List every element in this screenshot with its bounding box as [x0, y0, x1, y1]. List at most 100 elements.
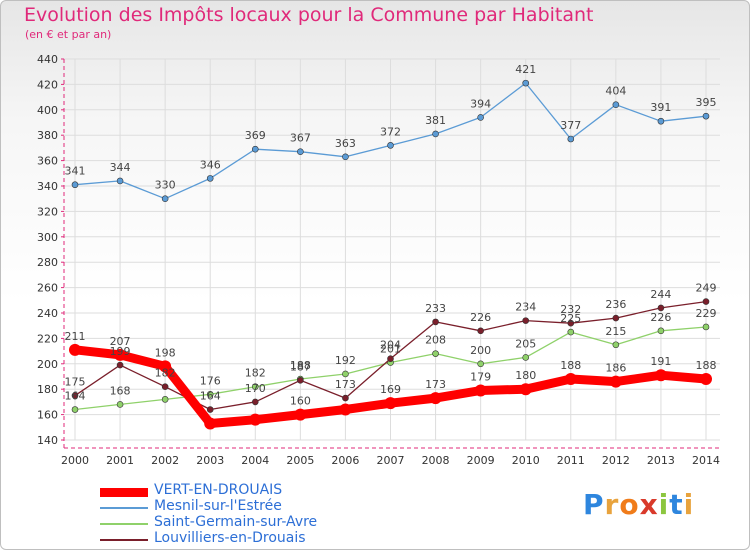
- data-point: [161, 383, 169, 390]
- data-point: [204, 417, 217, 430]
- data-point: [522, 317, 530, 324]
- data-label: 179: [470, 370, 491, 383]
- x-tick-label: 2012: [602, 454, 630, 467]
- y-tick-label: 420: [37, 78, 58, 91]
- data-label: 215: [605, 325, 626, 338]
- data-point: [564, 373, 577, 386]
- data-point: [206, 390, 214, 398]
- data-point: [702, 323, 710, 331]
- data-point: [342, 394, 349, 402]
- data-point: [657, 304, 665, 312]
- x-tick-label: 2006: [331, 454, 359, 467]
- data-point: [432, 130, 439, 138]
- data-point: [432, 318, 439, 326]
- data-point: [567, 328, 575, 336]
- data-label: 381: [425, 114, 446, 127]
- chart-subtitle: (en € et par an): [25, 28, 112, 41]
- data-label: 344: [110, 161, 131, 174]
- x-tick-label: 2010: [512, 454, 540, 467]
- legend-swatch: [100, 507, 148, 509]
- data-label: 160: [290, 395, 311, 408]
- data-label: 168: [110, 384, 131, 397]
- data-point: [249, 413, 262, 426]
- data-label: 188: [290, 359, 311, 372]
- data-label: 187: [290, 360, 311, 373]
- data-label: 204: [380, 339, 401, 352]
- y-tick-label: 400: [37, 104, 58, 117]
- x-tick-label: 2002: [151, 454, 179, 467]
- legend-label: Mesnil-sur-l'Estrée: [154, 498, 282, 514]
- y-tick-label: 260: [37, 282, 58, 295]
- data-label: 377: [560, 119, 581, 132]
- data-label: 180: [515, 369, 536, 382]
- data-point: [251, 383, 259, 390]
- data-label: 173: [335, 378, 356, 391]
- data-label: 207: [110, 335, 131, 348]
- data-point: [161, 396, 169, 403]
- data-label: 249: [696, 282, 717, 295]
- legend-label: VERT-EN-DROUAIS: [154, 482, 283, 498]
- data-point: [432, 350, 439, 357]
- data-label: 394: [470, 97, 491, 110]
- data-label: 200: [470, 344, 491, 357]
- data-label: 369: [245, 129, 266, 142]
- y-tick-label: 340: [37, 180, 58, 193]
- data-point: [116, 401, 124, 408]
- data-point: [161, 195, 169, 202]
- data-point: [477, 327, 484, 335]
- y-tick-label: 300: [37, 231, 58, 244]
- chart-title: Evolution des Impôts locaux pour la Comm…: [24, 4, 594, 26]
- data-point: [609, 375, 622, 388]
- data-label: 363: [335, 137, 356, 150]
- x-tick-label: 2008: [422, 454, 450, 467]
- data-label: 175: [65, 376, 86, 389]
- x-tick-label: 2011: [557, 454, 585, 467]
- data-point: [522, 354, 530, 361]
- legend-label: Louvilliers-en-Drouais: [154, 530, 306, 546]
- data-point: [206, 175, 214, 182]
- x-tick-label: 2005: [286, 454, 314, 467]
- data-label: 164: [65, 390, 86, 403]
- data-label: 341: [65, 165, 86, 178]
- data-label: 226: [650, 311, 671, 324]
- data-label: 226: [470, 311, 491, 324]
- logo-letter: i: [683, 488, 695, 521]
- x-tick-label: 2004: [241, 454, 269, 467]
- data-point: [297, 148, 304, 156]
- x-tick-label: 2001: [106, 454, 134, 467]
- data-label: 236: [605, 298, 626, 311]
- data-label: 198: [155, 346, 176, 359]
- data-point: [702, 298, 710, 305]
- data-point: [387, 355, 394, 363]
- data-label: 208: [425, 334, 446, 347]
- data-label: 192: [335, 354, 356, 367]
- logo-letter: o: [619, 488, 640, 521]
- data-label: 182: [155, 367, 176, 380]
- data-label: 229: [696, 307, 717, 320]
- data-label: 234: [515, 301, 536, 314]
- data-label: 188: [560, 359, 581, 372]
- y-tick-label: 360: [37, 155, 58, 168]
- data-point: [206, 406, 214, 413]
- data-label: 395: [696, 96, 717, 109]
- data-label: 176: [200, 374, 221, 387]
- data-label: 170: [245, 382, 266, 395]
- data-label: 188: [696, 359, 717, 372]
- data-label: 372: [380, 125, 401, 138]
- data-point: [251, 398, 259, 406]
- data-point: [342, 370, 349, 378]
- legend-swatch: [100, 539, 148, 541]
- data-point: [297, 377, 304, 384]
- data-label: 211: [65, 330, 86, 343]
- data-label: 186: [605, 362, 626, 375]
- data-point: [700, 373, 712, 386]
- x-tick-label: 2013: [647, 454, 675, 467]
- data-label: 330: [155, 179, 176, 192]
- y-tick-label: 200: [37, 358, 58, 371]
- data-point: [612, 314, 620, 322]
- logo-letter: P: [583, 488, 605, 521]
- logo-letter: r: [604, 488, 620, 521]
- data-label: 233: [425, 302, 446, 315]
- logo-letter: t: [669, 488, 684, 521]
